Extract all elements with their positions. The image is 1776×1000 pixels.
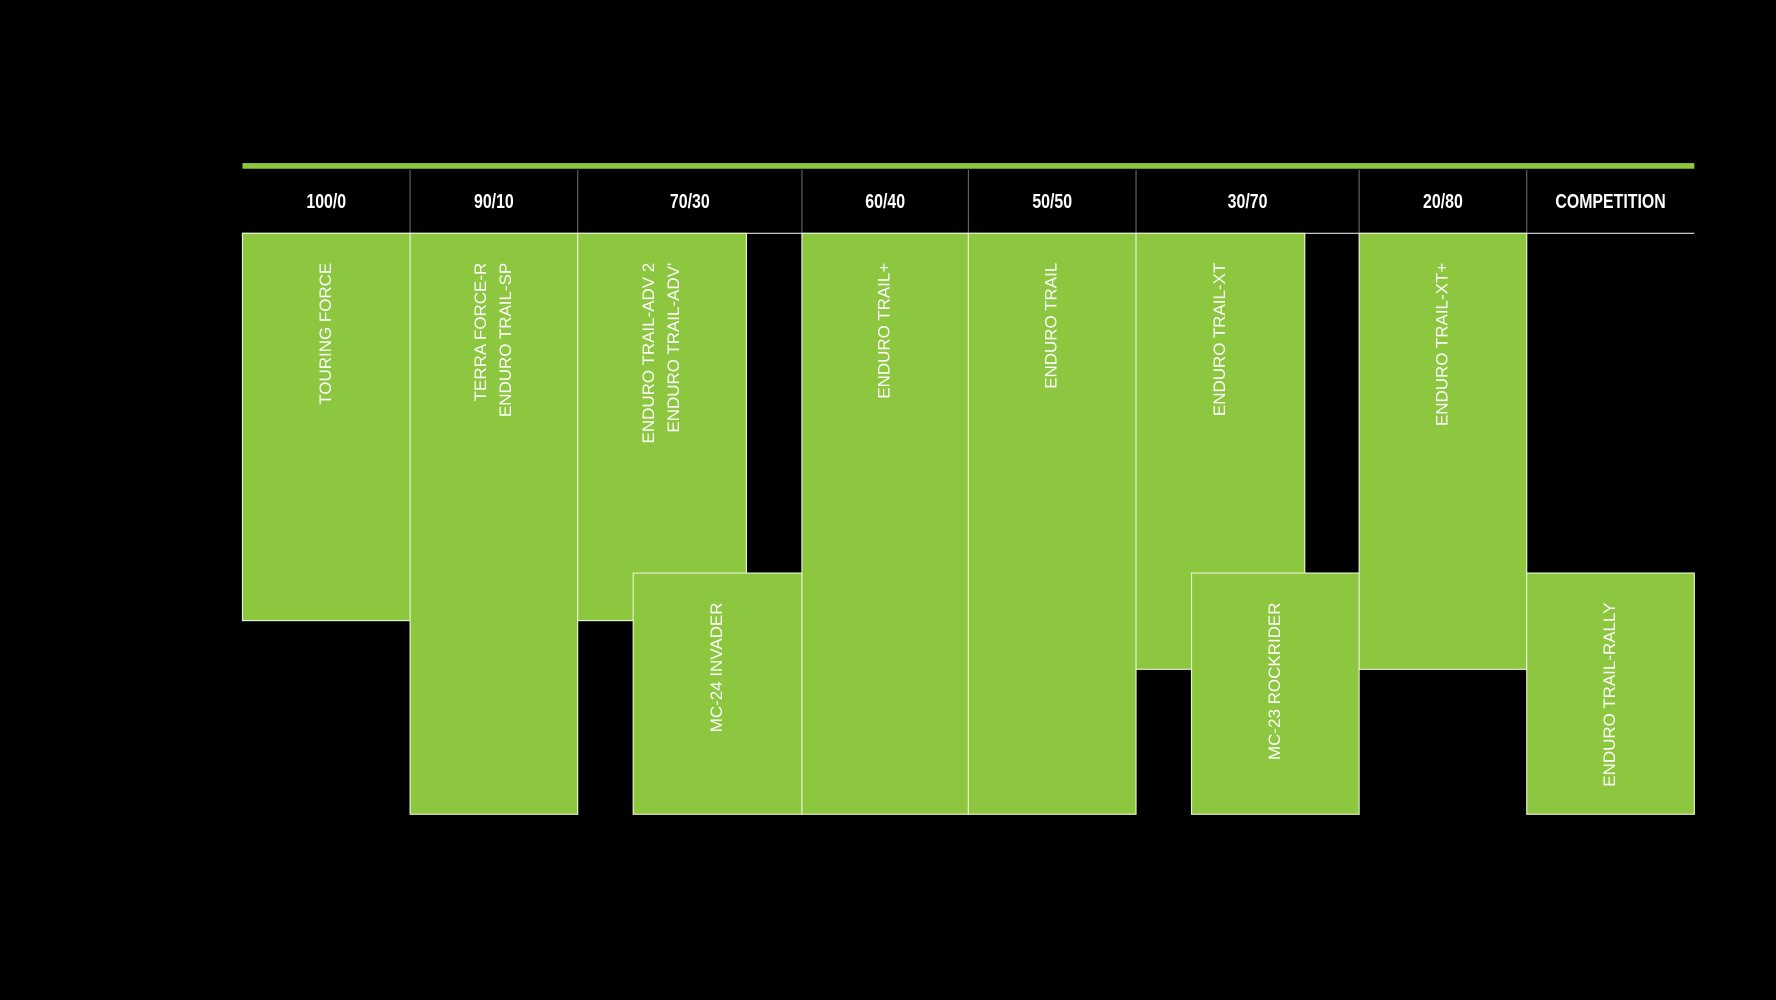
column-header: 100/0 bbox=[306, 189, 346, 212]
tire-block bbox=[1526, 572, 1695, 815]
tire-label: ENDURO TRAIL bbox=[1042, 263, 1061, 389]
tire-block bbox=[632, 572, 803, 815]
tire-block bbox=[409, 232, 579, 815]
tire-label: ENDURO TRAIL-ADV 2 bbox=[639, 263, 658, 444]
tire-label: TOURING FORCE bbox=[316, 263, 335, 405]
column-header: 90/10 bbox=[474, 189, 514, 212]
tire-label: ENDURO TRAIL-XT bbox=[1210, 263, 1229, 416]
tire-label: MC-23 ROCKRIDER bbox=[1265, 602, 1284, 759]
tire-block bbox=[801, 232, 969, 815]
tire-label: ENDURO TRAIL-RALLY bbox=[1600, 602, 1619, 786]
column-header: 50/50 bbox=[1032, 189, 1072, 212]
tire-block bbox=[1190, 572, 1360, 815]
tire-label: TERRA FORCE-R bbox=[471, 263, 490, 402]
column-header: 30/70 bbox=[1228, 189, 1268, 212]
tire-label: ENDURO TRAIL-SP bbox=[496, 263, 515, 417]
tire-block bbox=[1358, 232, 1528, 670]
tire-label: MC-24 INVADER bbox=[707, 602, 726, 732]
tire-label: ENDURO TRAIL-ADV' bbox=[664, 263, 683, 433]
tire-block bbox=[577, 232, 748, 622]
top-bar bbox=[242, 163, 1695, 169]
tire-label: ENDURO TRAIL+ bbox=[875, 263, 894, 399]
column-header: 20/80 bbox=[1423, 189, 1463, 212]
tire-block bbox=[241, 232, 411, 622]
column-header: COMPETITION bbox=[1555, 189, 1665, 212]
column-header: 70/30 bbox=[670, 189, 710, 212]
column-header: 60/40 bbox=[865, 189, 905, 212]
tire-label: ENDURO TRAIL-XT+ bbox=[1432, 263, 1451, 426]
